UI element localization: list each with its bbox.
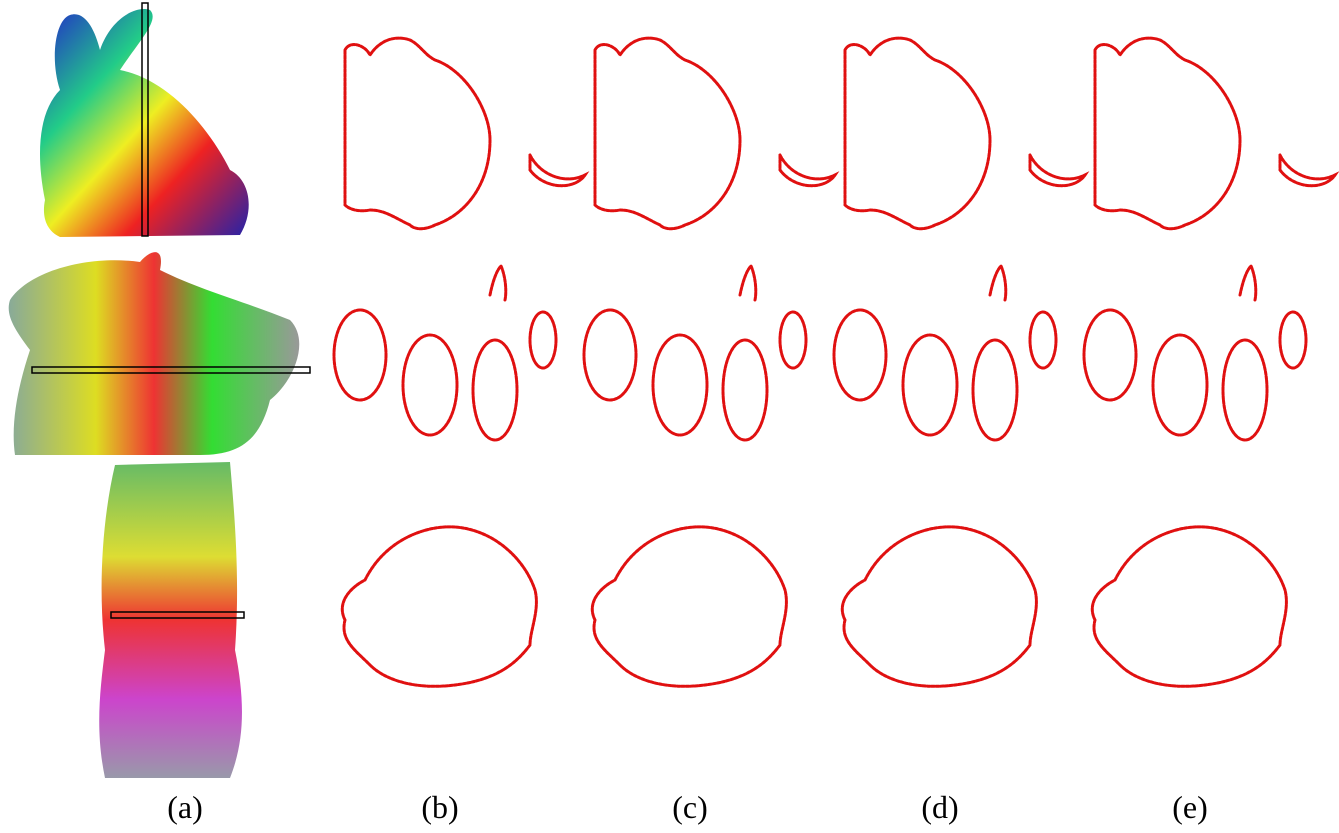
slice [842,527,1036,686]
slice [342,527,536,686]
slices-b [334,38,585,686]
slice [345,38,585,229]
slice [1084,266,1306,440]
slice [845,38,1085,229]
slice [1092,527,1286,686]
panel-label: (a) [167,789,203,825]
dragon [9,252,300,455]
slices-e [1084,38,1335,686]
slice [1095,38,1335,229]
models [9,3,310,778]
bunny [40,9,249,237]
panel-label: (e) [1172,789,1208,825]
slice [584,266,806,440]
panel-label: (d) [921,789,958,825]
slice [592,527,786,686]
slice [834,266,1056,440]
slice [595,38,835,229]
panel-label: (c) [672,789,708,825]
statue [99,462,242,778]
panel-label: (b) [421,789,458,825]
figure: (a) (b) (c) (d) (e) [0,0,1339,833]
slices-d [834,38,1085,686]
slices-c [584,38,835,686]
slice [334,266,556,440]
